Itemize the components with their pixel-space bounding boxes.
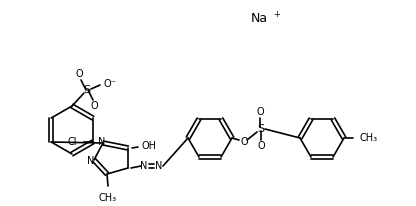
Text: O: O	[90, 101, 98, 111]
Text: N: N	[140, 161, 148, 171]
Text: N: N	[98, 137, 106, 147]
Text: S: S	[258, 124, 265, 134]
Text: +: +	[273, 9, 280, 19]
Text: CH₃: CH₃	[99, 193, 117, 203]
Text: CH₃: CH₃	[360, 133, 378, 143]
Text: OH: OH	[142, 141, 157, 151]
Text: O: O	[240, 137, 248, 147]
Text: O: O	[75, 69, 83, 79]
Text: N: N	[155, 161, 163, 171]
Text: O: O	[257, 141, 265, 151]
Text: N: N	[87, 156, 95, 166]
Text: O⁻: O⁻	[104, 79, 117, 89]
Text: Cl: Cl	[67, 137, 77, 147]
Text: O: O	[256, 107, 264, 117]
Text: S: S	[84, 85, 91, 95]
Text: Na: Na	[251, 12, 268, 25]
